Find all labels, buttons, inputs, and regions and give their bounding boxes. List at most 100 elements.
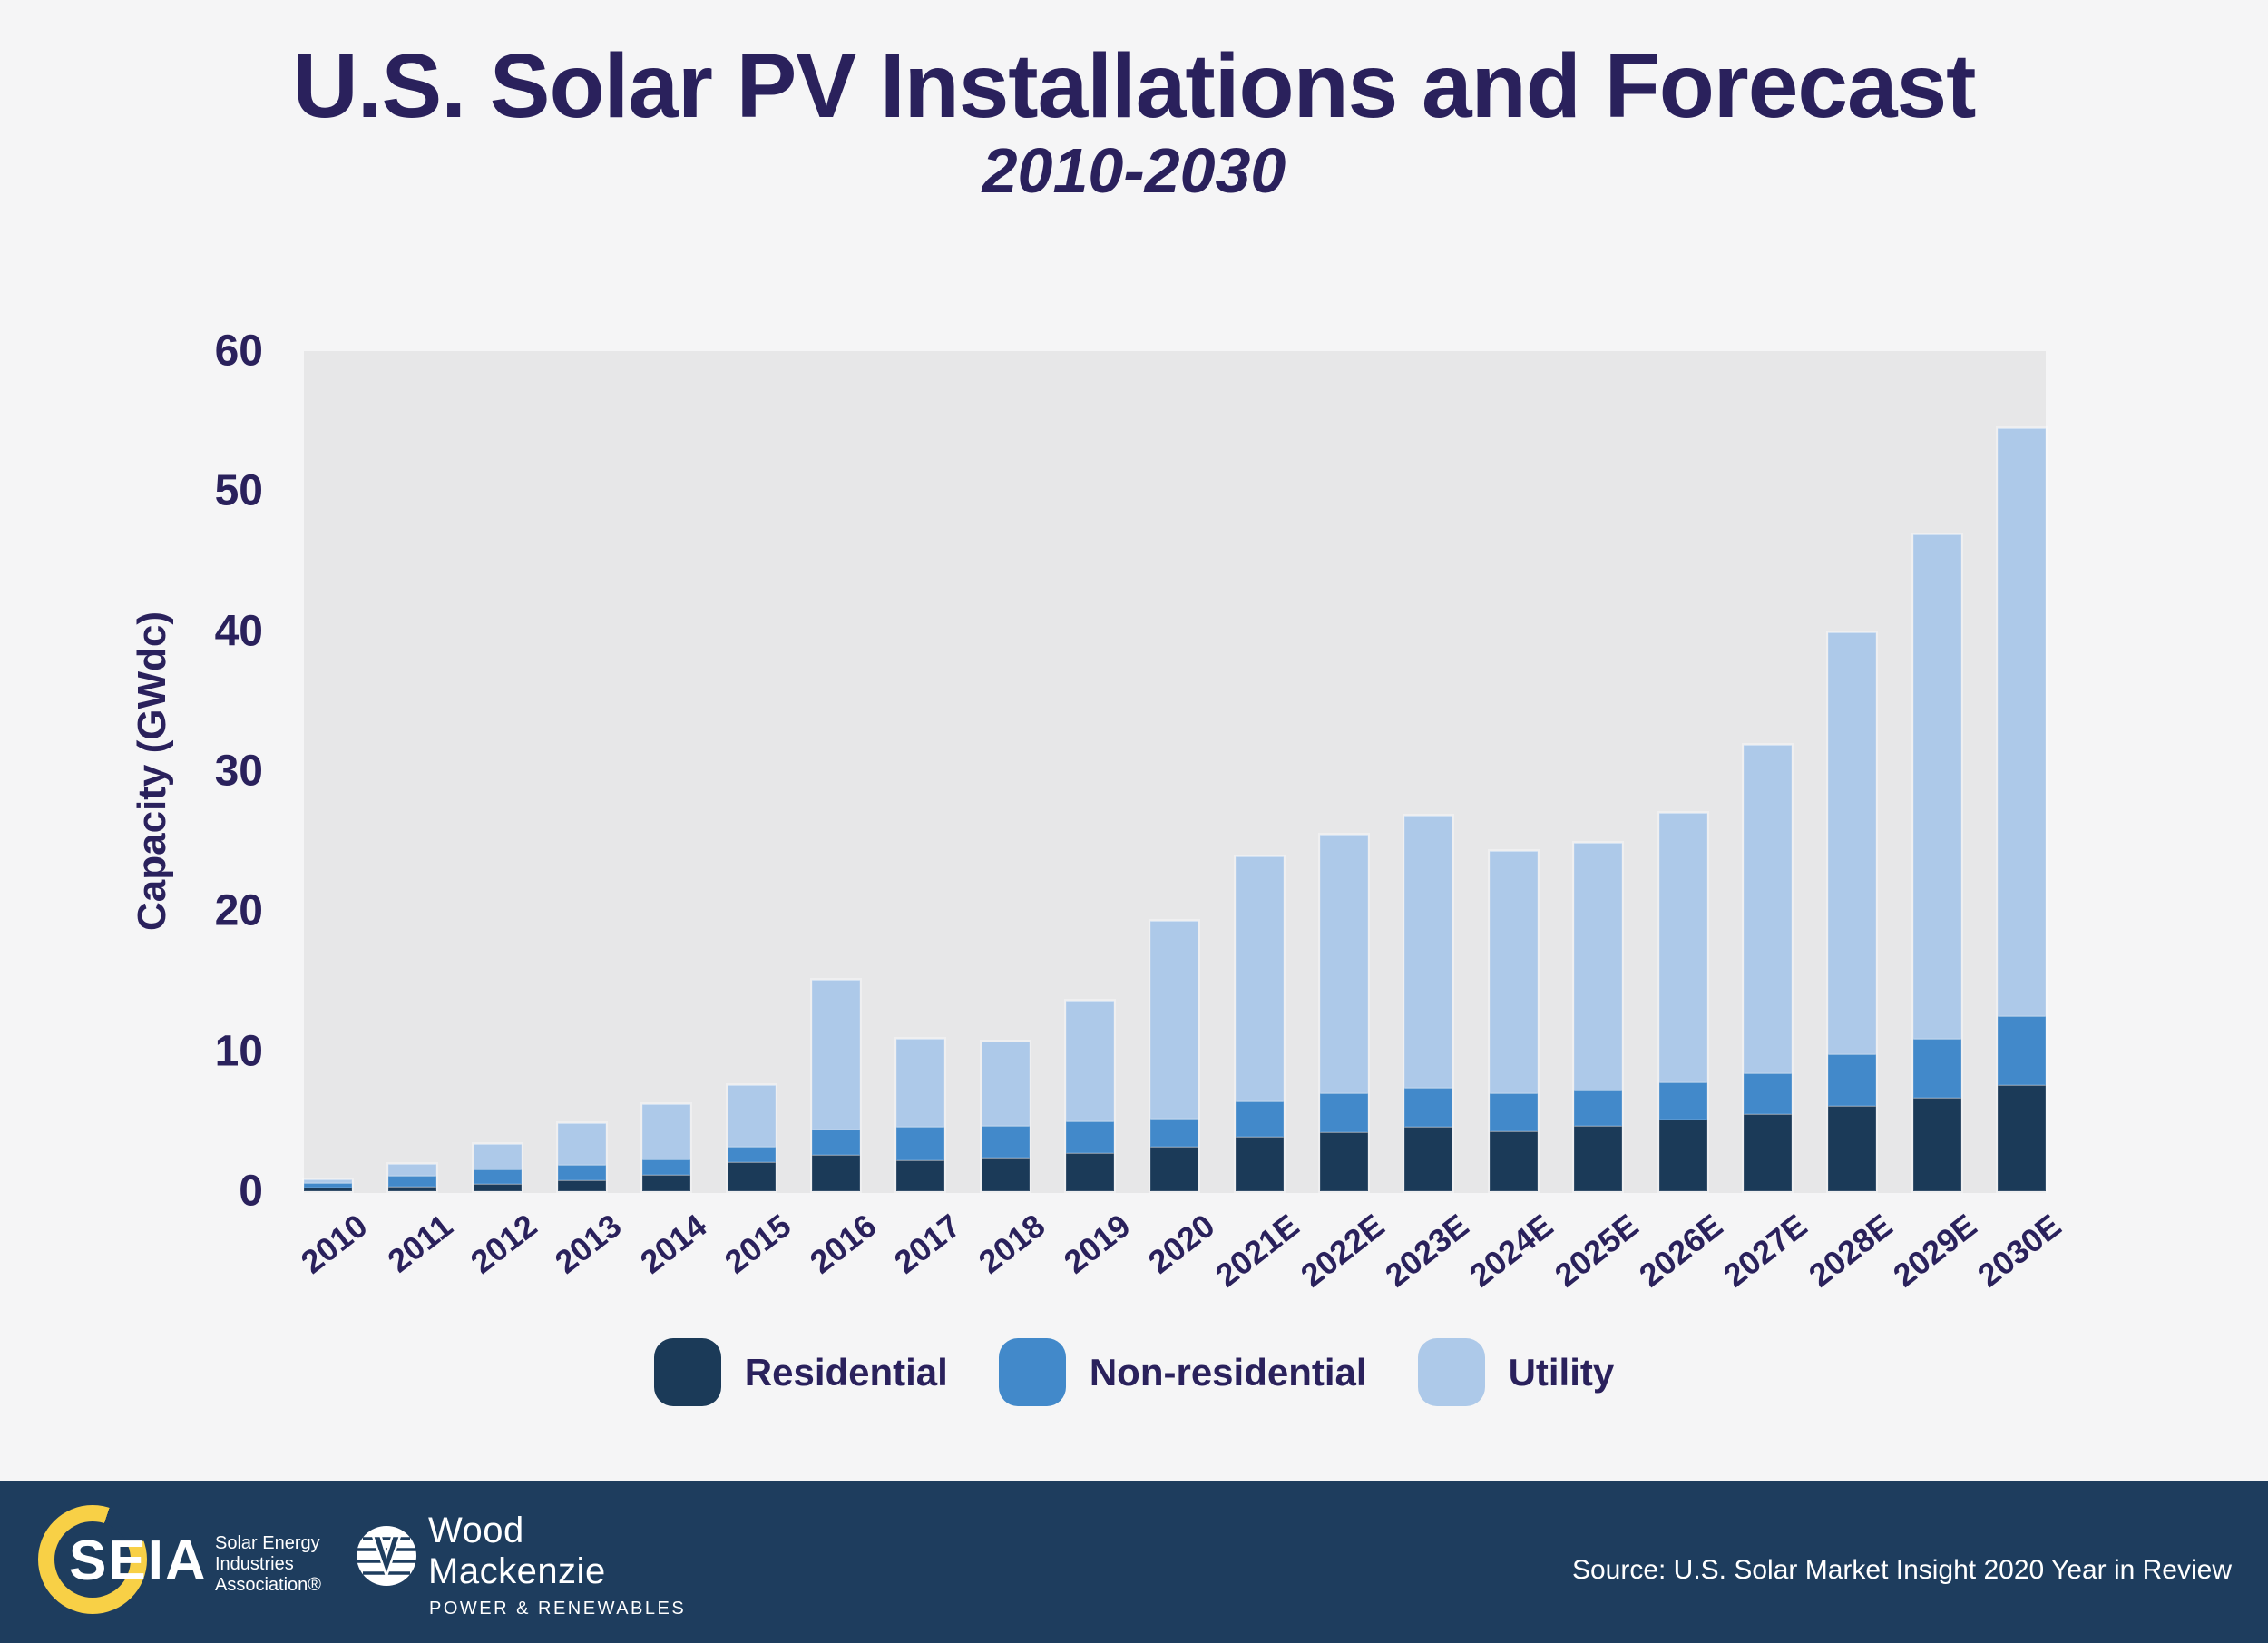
x-label-2025E: 2025E [1547,1207,1645,1295]
segment-non-residential [1997,1016,2046,1085]
x-label-2028E: 2028E [1801,1207,1900,1295]
bar-2022E [1320,834,1369,1191]
woodmac-wordmark-line: Mackenzie [428,1551,606,1591]
segment-residential [1658,1120,1707,1191]
bar-2030E [1997,427,2046,1191]
legend-item-residential: Residential [653,1338,948,1406]
segment-residential [896,1160,945,1191]
segment-utility [642,1103,691,1160]
segment-utility [1997,427,2046,1017]
seia-wordmark: SEIA [69,1530,208,1592]
legend-item-non-residential: Non-residential [998,1338,1367,1406]
bar-2021E [1235,856,1284,1191]
bar-2018 [981,1041,1030,1191]
segment-utility [1320,834,1369,1094]
segment-non-residential [473,1169,522,1185]
x-label-2021E: 2021E [1208,1207,1306,1295]
segment-non-residential [1235,1101,1284,1137]
segment-residential [1489,1130,1538,1191]
x-label-2019: 2019 [1056,1207,1137,1281]
segment-utility [304,1178,352,1184]
segment-non-residential [388,1175,437,1188]
segment-non-residential [1743,1073,1792,1115]
page-subtitle: 2010-2030 [982,135,1286,206]
segment-non-residential [1489,1092,1538,1131]
bar-2020 [1150,921,1199,1191]
bar-2014 [642,1103,691,1191]
segment-residential [1235,1136,1284,1191]
x-label-2029E: 2029E [1886,1207,1984,1295]
bar-2010 [304,1178,352,1191]
y-tick-50: 50 [214,466,263,515]
segment-residential [1320,1132,1369,1191]
woodmac-logo-icon [357,1526,416,1586]
x-label-2010: 2010 [294,1207,375,1281]
segment-residential [727,1161,776,1191]
segment-utility [1404,816,1453,1088]
segment-utility [1489,850,1538,1093]
seia-logo-icon [38,1505,147,1614]
segment-utility [727,1084,776,1147]
segment-residential [473,1184,522,1191]
segment-utility [1658,813,1707,1082]
seia-subtext-line: Industries [215,1554,294,1574]
bar-2025E [1574,842,1623,1191]
x-label-2016: 2016 [802,1207,883,1281]
seia-subtext-line: Solar Energy [215,1533,320,1553]
segment-non-residential [1404,1087,1453,1127]
bar-2015 [727,1084,776,1191]
x-label-2011: 2011 [380,1207,460,1280]
bar-2011 [388,1164,437,1191]
segment-utility [812,980,861,1130]
y-tick-40: 40 [214,607,263,656]
legend-label: Non-residential [1089,1350,1367,1394]
segment-utility [1574,842,1623,1090]
bar-2029E [1912,534,1961,1191]
bar-2027E [1743,744,1792,1191]
segment-residential [1828,1105,1877,1191]
source-attribution: Source: U.S. Solar Market Insight 2020 Y… [1571,1555,2232,1585]
legend-label: Utility [1508,1350,1615,1394]
x-label-2022E: 2022E [1293,1207,1391,1295]
y-tick-20: 20 [214,886,263,935]
segment-non-residential [981,1125,1030,1158]
x-label-2027E: 2027E [1716,1207,1814,1295]
segment-residential [981,1158,1030,1191]
segment-utility [896,1038,945,1127]
bar-2017 [896,1038,945,1191]
segment-utility [558,1123,607,1165]
bar-2028E [1828,632,1877,1191]
segment-non-residential [1912,1038,1961,1098]
segment-utility [388,1164,437,1176]
x-label-2024E: 2024E [1462,1207,1560,1295]
segment-residential [1066,1153,1115,1191]
segment-utility [473,1143,522,1170]
segment-residential [1150,1146,1199,1191]
x-label-2030E: 2030E [1970,1207,2068,1295]
chart-legend: Residential Non-residential Utility [0,1338,2268,1406]
segment-residential [642,1174,691,1191]
bar-2019 [1066,1001,1115,1191]
bar-2016 [812,980,861,1191]
segment-residential [304,1188,352,1191]
x-label-2018: 2018 [972,1207,1052,1281]
x-label-2014: 2014 [632,1207,714,1281]
segment-non-residential [1150,1118,1199,1147]
segment-residential [812,1154,861,1191]
segment-residential [1404,1127,1453,1191]
bars-container [304,351,2046,1191]
segment-utility [1743,744,1792,1074]
segment-non-residential [642,1159,691,1175]
bar-2026E [1658,813,1707,1191]
legend-label: Residential [744,1350,948,1394]
x-label-2013: 2013 [548,1207,629,1281]
segment-non-residential [558,1164,607,1180]
segment-residential [1912,1097,1961,1191]
segment-non-residential [727,1146,776,1162]
x-label-2012: 2012 [464,1207,544,1281]
woodmac-wordmark: Wood Mackenzie [428,1511,606,1592]
segment-non-residential [1066,1120,1115,1154]
woodmac-tagline: POWER & RENEWABLES [429,1599,687,1619]
y-tick-10: 10 [214,1027,263,1076]
